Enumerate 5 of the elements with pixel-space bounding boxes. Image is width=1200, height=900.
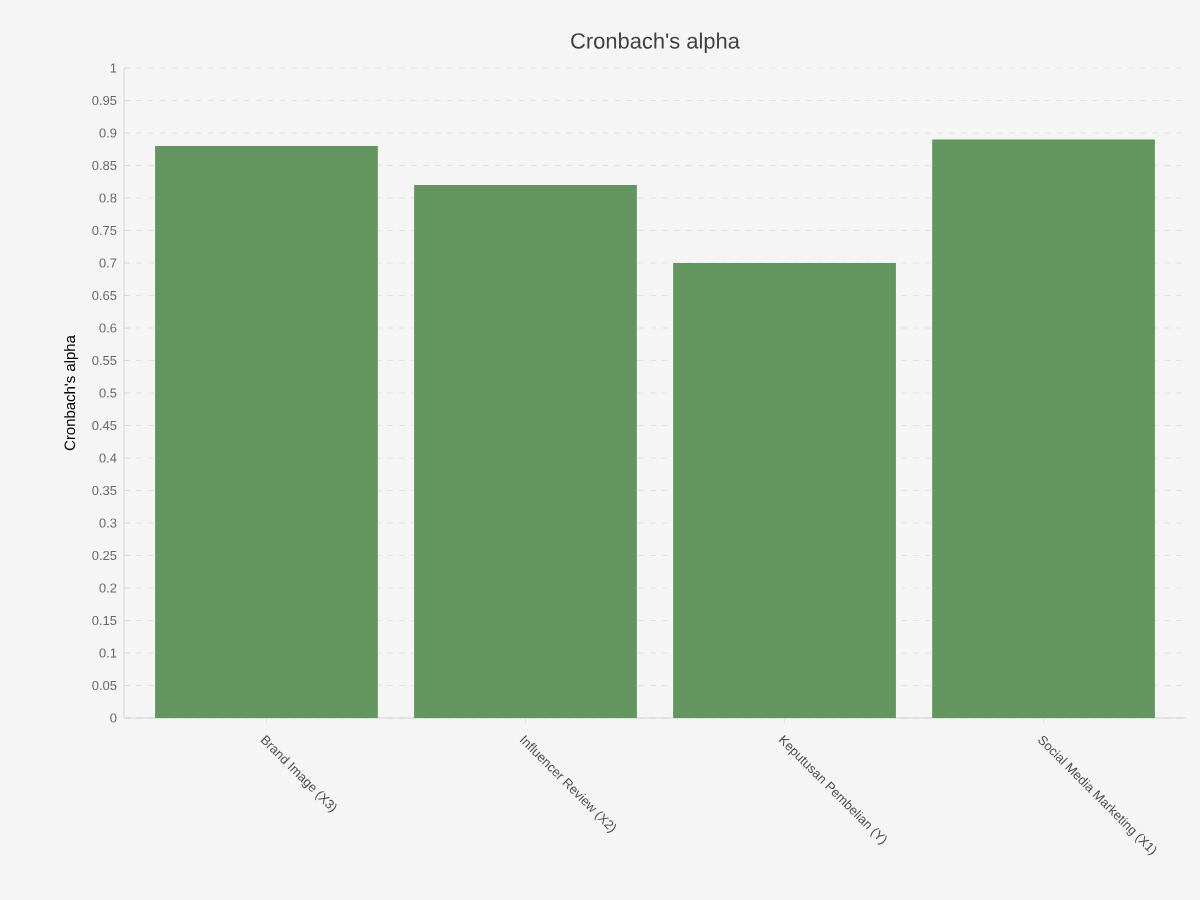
bar xyxy=(155,145,378,718)
bar xyxy=(673,262,896,718)
bar xyxy=(932,139,1155,718)
chart-title: Cronbach's alpha xyxy=(571,32,740,53)
bar xyxy=(414,184,637,718)
